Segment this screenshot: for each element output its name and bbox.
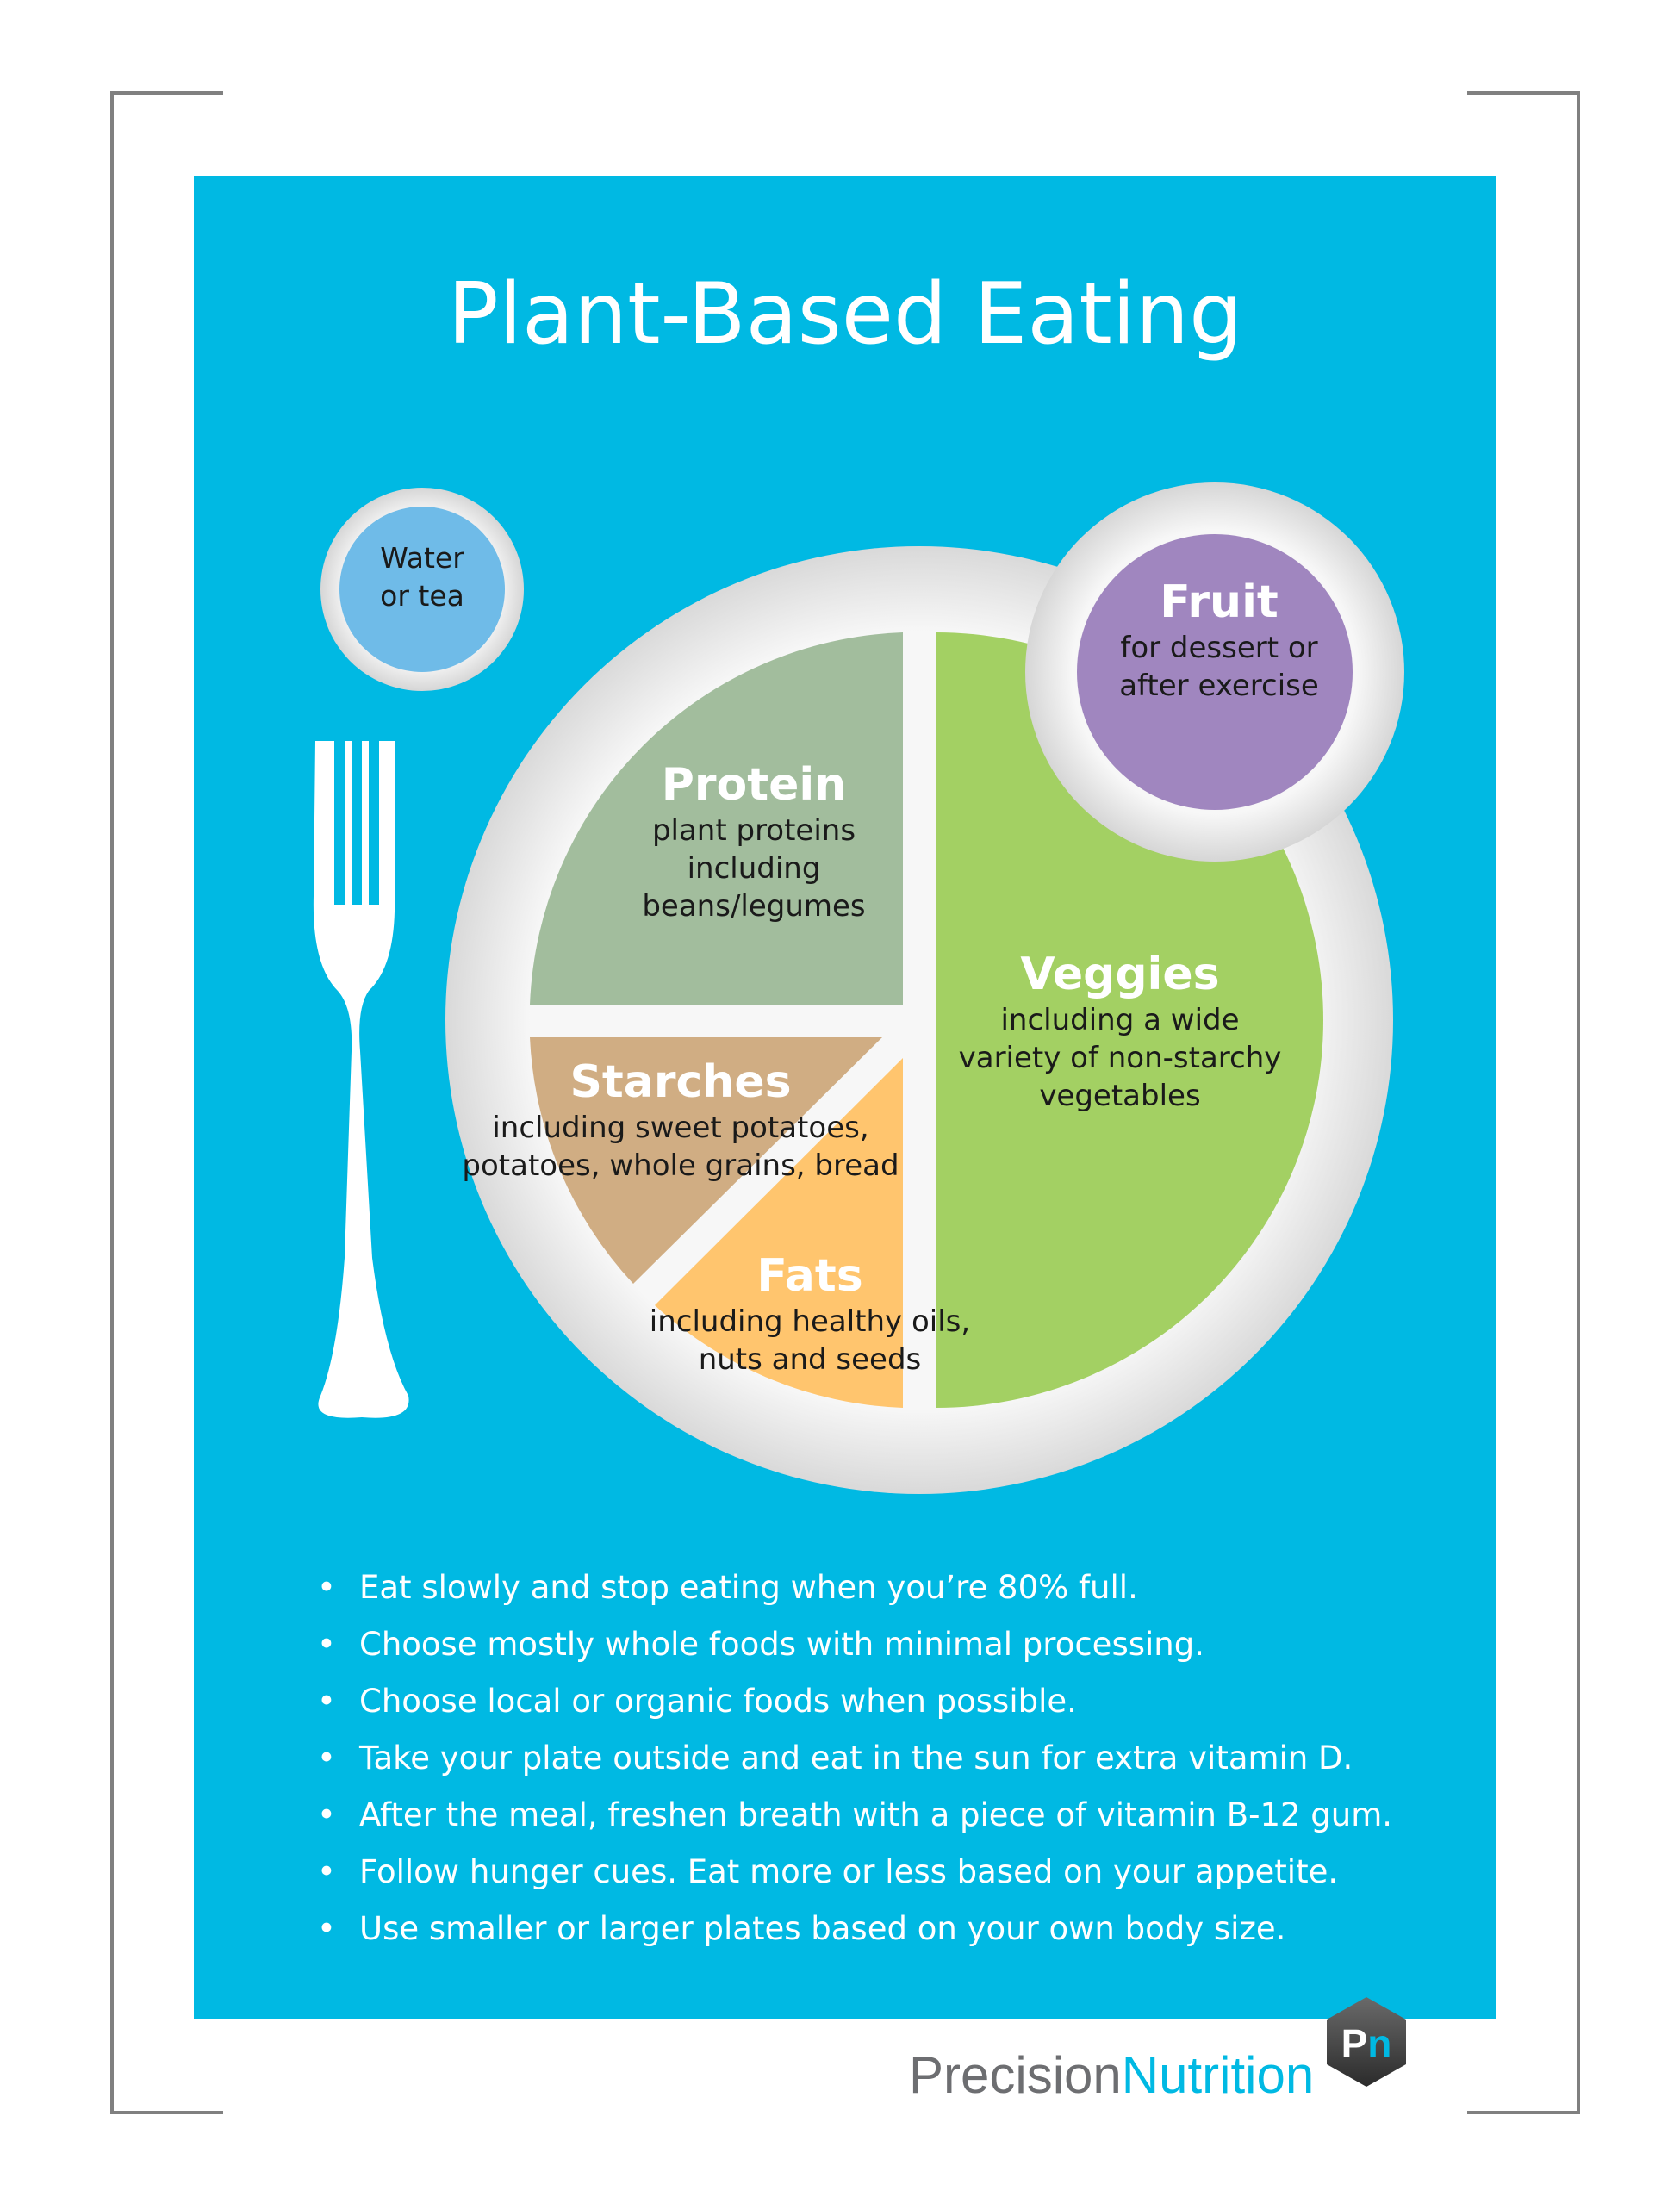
brand-wordmark: PrecisionNutrition [909, 2047, 1314, 2104]
frame-bracket-left [110, 91, 223, 2114]
starches-desc-2: potatoes, whole grains, bread [462, 1148, 899, 1184]
brand-part-nutrition: Nutrition [1121, 2046, 1315, 2104]
veggies-desc-1: including a wide [1000, 1003, 1240, 1038]
frame-bracket-right [1467, 91, 1580, 2114]
starches-desc-1: including sweet potatoes, [492, 1111, 869, 1146]
fruit-circle [1077, 534, 1353, 810]
tips-list: Eat slowly and stop eating when you’re 8… [310, 1559, 1456, 1957]
protein-label: Protein plant proteins including beans/l… [594, 758, 913, 925]
veggies-heading: Veggies [1020, 949, 1220, 1000]
protein-desc-1: plant proteins [651, 813, 856, 849]
protein-wedge [530, 632, 903, 1005]
cup-icon [320, 488, 524, 691]
protein-desc-2: including [687, 851, 821, 887]
water-line-1: Water [380, 541, 464, 575]
logo-hexagon-icon: Pn [1327, 1997, 1406, 2087]
tip-item: Choose mostly whole foods with minimal p… [310, 1616, 1456, 1673]
page-title: Plant-Based Eating [447, 265, 1243, 364]
tip-item: After the meal, freshen breath with a pi… [310, 1787, 1456, 1844]
veggies-desc-2: variety of non-starchy [958, 1041, 1282, 1076]
veggies-label: Veggies including a wide variety of non-… [939, 948, 1301, 1115]
fats-label: Fats including healthy oils, nuts and se… [620, 1249, 999, 1379]
water-line-2: or tea [380, 579, 464, 613]
tip-item: Eat slowly and stop eating when you’re 8… [310, 1559, 1456, 1616]
water-label: Water or tea [329, 539, 515, 615]
plate-icon [445, 482, 1404, 1494]
tip-item: Follow hunger cues. Eat more or less bas… [310, 1844, 1456, 1901]
veggies-desc-3: vegetables [1039, 1079, 1201, 1114]
tip-item: Choose local or organic foods when possi… [310, 1673, 1456, 1730]
starches-wedge [530, 1037, 882, 1284]
fats-heading: Fats [756, 1250, 863, 1302]
brand-part-precision: Precision [909, 2046, 1122, 2104]
protein-heading: Protein [661, 759, 847, 811]
svg-text:Pn: Pn [1341, 2021, 1392, 2066]
starches-heading: Starches [569, 1056, 792, 1108]
fruit-desc-1: for dessert or [1120, 631, 1318, 666]
fork-icon [313, 741, 409, 1418]
fruit-heading: Fruit [1160, 576, 1279, 628]
water-circle [339, 507, 505, 672]
starches-label: Starches including sweet potatoes, potat… [448, 1055, 913, 1185]
tip-item: Use smaller or larger plates based on yo… [310, 1901, 1456, 1957]
fruit-label: Fruit for dessert or after exercise [1064, 576, 1374, 705]
protein-desc-3: beans/legumes [642, 889, 866, 924]
fruit-desc-2: after exercise [1119, 669, 1319, 704]
tip-item: Take your plate outside and eat in the s… [310, 1730, 1456, 1787]
fats-wedge [655, 1058, 903, 1408]
fats-desc-2: nuts and seeds [698, 1342, 922, 1378]
fats-desc-1: including healthy oils, [649, 1304, 971, 1340]
